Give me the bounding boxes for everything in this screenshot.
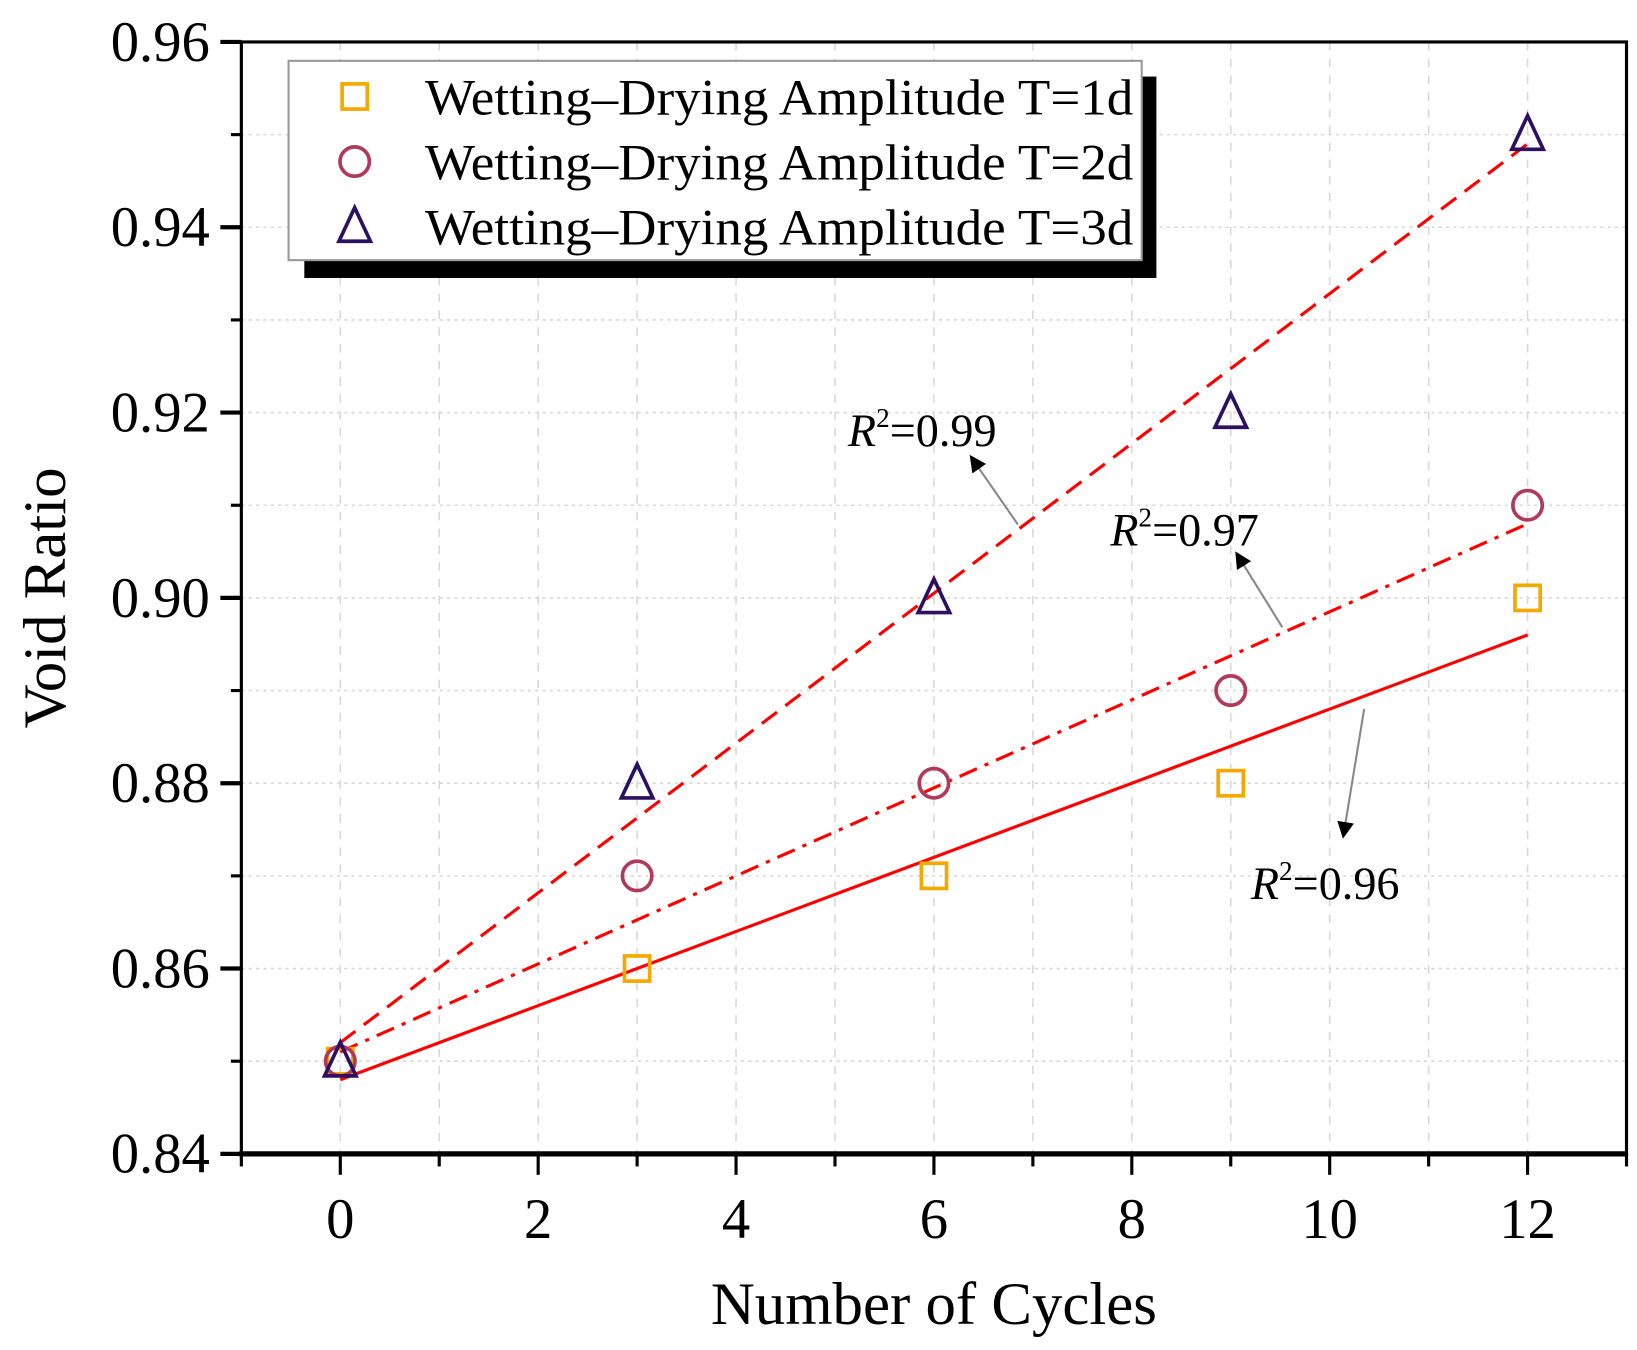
x-tick-label: 0: [326, 1189, 354, 1251]
x-tick-label: 12: [1499, 1189, 1556, 1251]
fit-lines: [339, 142, 1529, 1082]
y-tick-label: 0.94: [111, 197, 210, 259]
x-tick-label: 2: [524, 1189, 552, 1251]
r2-label: R2=0.96: [1250, 856, 1400, 909]
r2-annotations: R2=0.99 R2=0.97 R2=0.96: [847, 403, 1400, 909]
data-point-triangle: [618, 760, 656, 800]
data-point-triangle: [321, 1037, 359, 1078]
x-tick-label: 10: [1301, 1189, 1358, 1251]
x-axis-label: Number of Cycles: [711, 1271, 1157, 1338]
annotation-arrow: [1235, 551, 1284, 628]
legend-marker-square: [340, 82, 370, 111]
data-point-square: [919, 861, 949, 891]
data-point-triangle: [1508, 111, 1547, 152]
data-point-circle: [620, 859, 654, 893]
legend-entry-label: Wetting–Drying Amplitude T=3d: [425, 199, 1133, 255]
data-point-square: [1513, 583, 1542, 613]
x-tick-label: 6: [920, 1189, 948, 1251]
y-tick-label: 0.88: [111, 753, 210, 815]
r2-label: R2=0.97: [1109, 503, 1259, 556]
y-tick-label: 0.86: [111, 938, 210, 1000]
data-point-circle: [1511, 488, 1545, 522]
y-tick-label: 0.84: [111, 1124, 210, 1186]
y-axis-label: Void Ratio: [12, 467, 79, 728]
data-point-square: [1216, 768, 1246, 798]
data-point-circle: [1214, 674, 1248, 708]
data-point-square: [622, 954, 652, 983]
data-point-triangle: [915, 574, 953, 615]
x-tick-label: 8: [1118, 1189, 1146, 1251]
annotation-arrow: [969, 454, 1019, 526]
fit-line-dashed: [339, 142, 1529, 1044]
legend-entry-label: Wetting–Drying Amplitude T=1d: [425, 69, 1133, 125]
fit-line-dashdot: [339, 522, 1529, 1054]
legend-marker-circle: [338, 145, 372, 179]
axes: 0 2 4 6 8 10 12 0.84 0.86 0.88 0.90 0.92 0.94 0.96: [111, 12, 1629, 1251]
legend-box: [287, 59, 1143, 262]
y-tick-label: 0.92: [111, 382, 210, 444]
fit-line-solid: [339, 633, 1529, 1082]
r2-label: R2=0.99: [847, 403, 997, 456]
data-point-square: [325, 1046, 355, 1076]
y-tick-label: 0.90: [111, 568, 210, 630]
legend: Wetting–Drying Amplitude T=1d Wetting–Dry…: [287, 59, 1157, 278]
y-tick-label: 0.96: [111, 12, 210, 74]
legend-marker-triangle: [336, 203, 374, 244]
x-tick-label: 4: [722, 1189, 750, 1251]
annotation-arrow: [1337, 708, 1366, 839]
data-point-triangle: [1212, 389, 1250, 430]
data-point-circle: [917, 766, 951, 800]
legend-entry-label: Wetting–Drying Amplitude T=2d: [425, 134, 1133, 190]
data-points: [321, 111, 1547, 1078]
